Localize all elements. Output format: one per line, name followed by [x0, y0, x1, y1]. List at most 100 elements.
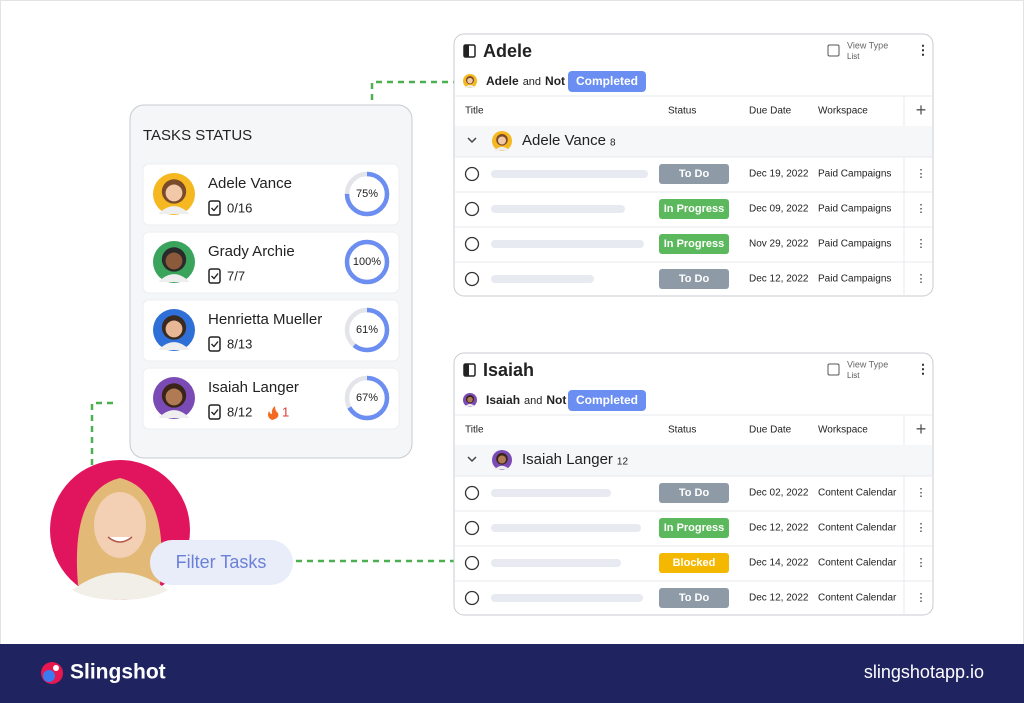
- tasks-title: TASKS STATUS: [143, 127, 252, 144]
- check-icon: [211, 273, 219, 280]
- row-menu[interactable]: ⋮: [916, 522, 927, 534]
- avatar-body: [158, 410, 190, 418]
- row-menu[interactable]: ⋮: [916, 592, 927, 604]
- group-count: 8: [610, 138, 616, 149]
- view-type: View Type: [847, 40, 888, 50]
- filter-other: Not: [545, 74, 565, 88]
- panel-title: Isaiah: [483, 360, 534, 380]
- add-column[interactable]: +: [916, 419, 927, 439]
- status-label: In Progress: [664, 203, 725, 215]
- progress-ring: [344, 239, 390, 285]
- chevron: [467, 137, 477, 144]
- filter-and: and: [523, 76, 541, 88]
- task-checkbox[interactable]: [464, 271, 480, 287]
- avatar-face: [498, 136, 506, 145]
- avatar-body: [158, 206, 190, 214]
- row-menu[interactable]: ⋮: [916, 168, 927, 180]
- view-icon: [827, 44, 840, 57]
- flag-count: 1: [282, 404, 289, 419]
- avatar: [153, 241, 195, 283]
- completed-button[interactable]: [568, 71, 646, 92]
- avatar-face: [467, 77, 473, 84]
- column-header: Title: [465, 425, 484, 436]
- column-header: Workspace: [818, 106, 868, 117]
- task-checkbox[interactable]: [464, 201, 480, 217]
- status-label: Blocked: [673, 557, 716, 569]
- task-checkbox[interactable]: [464, 590, 480, 606]
- progress-ring: [344, 375, 390, 421]
- avatar-body: [494, 146, 510, 151]
- check-icon: [211, 205, 219, 212]
- completed-button[interactable]: [568, 390, 646, 411]
- row-menu[interactable]: ⋮: [916, 238, 927, 250]
- filter-name: Adele: [486, 74, 519, 88]
- row-menu[interactable]: ⋮: [916, 273, 927, 285]
- row-menu[interactable]: ⋮: [916, 557, 927, 569]
- progress-label: 75%: [356, 188, 378, 200]
- task-checkbox[interactable]: [464, 485, 480, 501]
- title-placeholder: [491, 275, 594, 283]
- row-menu[interactable]: ⋮: [916, 487, 927, 499]
- avatar-body: [158, 274, 190, 282]
- avatar-face: [165, 252, 183, 270]
- group-row: [455, 445, 932, 476]
- avatar: [492, 450, 512, 470]
- status-pill: [659, 588, 729, 608]
- column-header: Title: [465, 106, 484, 117]
- due-date: Dec 12, 2022: [749, 593, 809, 604]
- column-header: Due Date: [749, 425, 792, 436]
- chevron: [467, 456, 477, 463]
- status-pill: [659, 483, 729, 503]
- person-row: [142, 163, 400, 226]
- fire-icon: [268, 406, 279, 420]
- check-icon: [211, 341, 219, 348]
- workspace: Content Calendar: [818, 558, 897, 569]
- column-header: Status: [668, 425, 696, 436]
- add-column[interactable]: +: [916, 100, 927, 120]
- check-icon: [211, 409, 219, 416]
- filter-button[interactable]: [150, 540, 293, 585]
- avatar-face: [165, 388, 183, 406]
- task-count: 7/7: [227, 268, 245, 283]
- avatar: [153, 377, 195, 419]
- status-label: In Progress: [664, 238, 725, 250]
- avatar-face: [467, 396, 473, 403]
- task-count: 8/12: [227, 404, 252, 419]
- footer: [0, 644, 1024, 703]
- avatar-body: [464, 85, 476, 88]
- avatar-face: [498, 455, 506, 464]
- person-name: Grady Archie: [208, 243, 295, 260]
- avatar-face: [165, 184, 183, 202]
- person-row: [142, 367, 400, 430]
- task-checkbox[interactable]: [464, 166, 480, 182]
- panel-icon-fill: [464, 45, 469, 57]
- progress-label: 67%: [356, 392, 378, 404]
- person-name: Isaiah Langer: [208, 379, 299, 396]
- workspace: Paid Campaigns: [818, 274, 891, 285]
- row-menu[interactable]: ⋮: [916, 203, 927, 215]
- avatar: [463, 74, 477, 88]
- progress-label: 100%: [353, 256, 381, 268]
- avatar: [463, 393, 477, 407]
- due-date: Dec 12, 2022: [749, 523, 809, 534]
- person-name: Henrietta Mueller: [208, 311, 322, 328]
- avatar: [492, 131, 512, 151]
- task-checkbox[interactable]: [464, 555, 480, 571]
- portrait-body: [72, 572, 168, 600]
- portrait-smile: [107, 536, 133, 543]
- clipboard-icon: [208, 200, 221, 216]
- task-checkbox[interactable]: [464, 520, 480, 536]
- person-name: Adele Vance: [208, 175, 292, 192]
- column-header: Workspace: [818, 425, 868, 436]
- view-mode: List: [847, 52, 860, 61]
- filter-name: Isaiah: [486, 393, 520, 407]
- due-date: Dec 14, 2022: [749, 558, 809, 569]
- workspace: Content Calendar: [818, 593, 897, 604]
- task-count: 0/16: [227, 200, 252, 215]
- title-placeholder: [491, 240, 644, 248]
- avatar: [153, 309, 195, 351]
- status-label: To Do: [679, 487, 710, 499]
- task-checkbox[interactable]: [464, 236, 480, 252]
- status-pill: [659, 553, 729, 573]
- status-pill: [659, 269, 729, 289]
